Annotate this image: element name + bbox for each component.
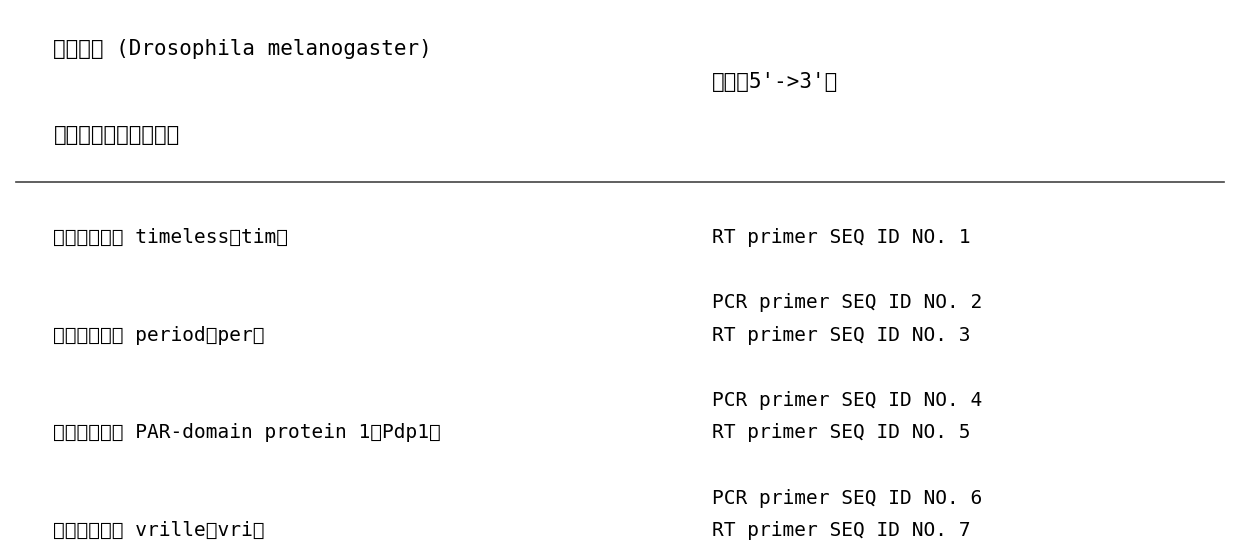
Text: RT primer SEQ ID NO. 5: RT primer SEQ ID NO. 5 xyxy=(712,423,971,442)
Text: RT primer SEQ ID NO. 1: RT primer SEQ ID NO. 1 xyxy=(712,228,971,247)
Text: 黑腹果蝇基因 period（per）: 黑腹果蝇基因 period（per） xyxy=(53,326,265,345)
Text: 黑腹果蝇基因 PAR-domain protein 1（Pdp1）: 黑腹果蝇基因 PAR-domain protein 1（Pdp1） xyxy=(53,423,441,442)
Text: 黑腹果蝇基因 timeless（tim）: 黑腹果蝇基因 timeless（tim） xyxy=(53,228,289,247)
Text: 序列（5'->3'）: 序列（5'->3'） xyxy=(712,72,838,92)
Text: RT primer SEQ ID NO. 7: RT primer SEQ ID NO. 7 xyxy=(712,521,971,540)
Text: PCR primer SEQ ID NO. 2: PCR primer SEQ ID NO. 2 xyxy=(712,293,982,312)
Text: PCR primer SEQ ID NO. 4: PCR primer SEQ ID NO. 4 xyxy=(712,391,982,410)
Text: PCR primer SEQ ID NO. 6: PCR primer SEQ ID NO. 6 xyxy=(712,489,982,508)
Text: 生理节律调控关键基因: 生理节律调控关键基因 xyxy=(53,125,180,145)
Text: RT primer SEQ ID NO. 3: RT primer SEQ ID NO. 3 xyxy=(712,326,971,345)
Text: 黑腹果蝇 (Drosophila melanogaster): 黑腹果蝇 (Drosophila melanogaster) xyxy=(53,40,433,59)
Text: 黑腹果蝇基因 vrille（vri）: 黑腹果蝇基因 vrille（vri） xyxy=(53,521,265,540)
